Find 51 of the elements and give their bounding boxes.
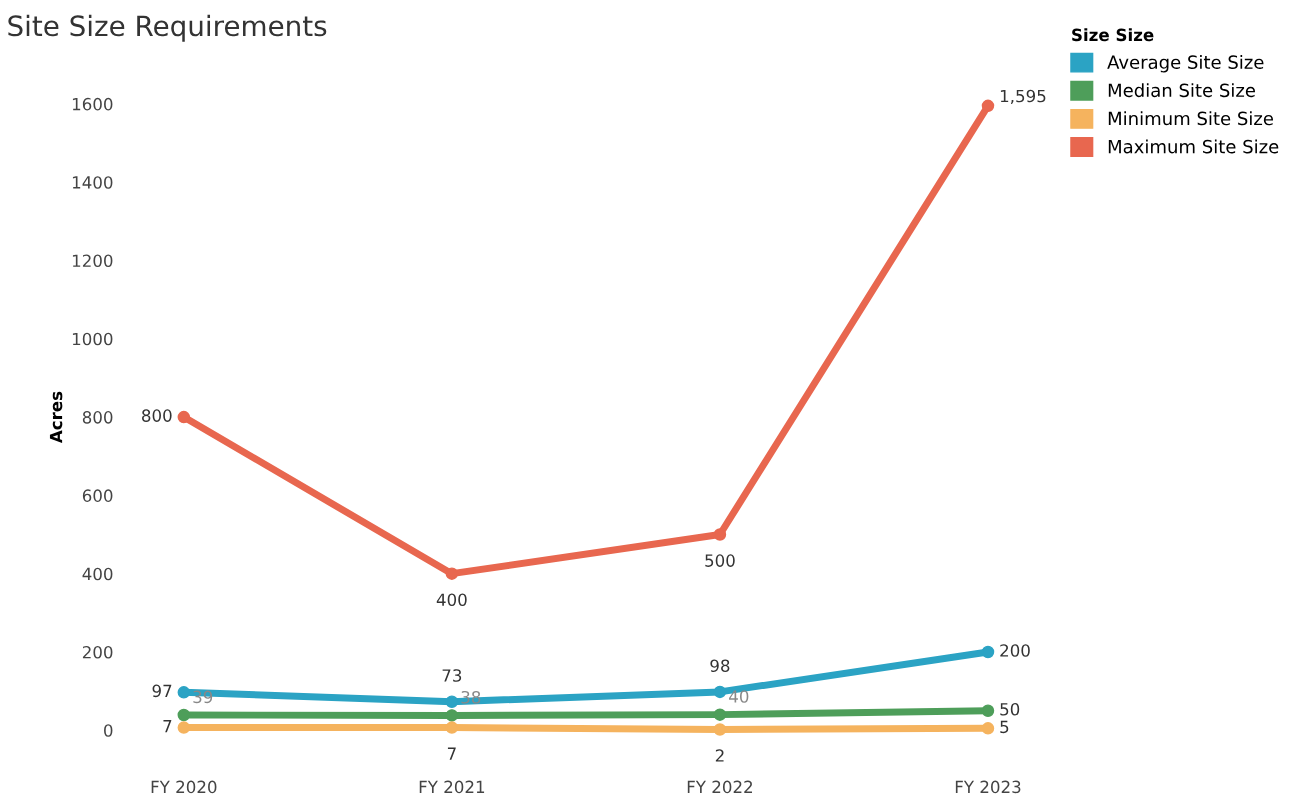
y-tick-label: 800 <box>82 411 113 424</box>
point <box>981 704 995 717</box>
y-tick-label: 1200 <box>72 254 113 268</box>
data-label: 800 <box>142 409 172 422</box>
point <box>177 721 191 734</box>
data-label: 73 <box>442 669 462 682</box>
data-label: 97 <box>152 684 172 698</box>
point <box>445 721 459 734</box>
data-label: 400 <box>436 593 467 607</box>
y-tick-label: 1400 <box>72 176 113 189</box>
point <box>177 708 191 722</box>
legend-title: Size Size <box>1072 28 1154 42</box>
data-label: 5 <box>1000 720 1009 734</box>
point <box>981 645 995 659</box>
x-tick-label: FY 2020 <box>151 780 217 794</box>
point <box>177 410 191 424</box>
y-tick-label: 1000 <box>72 332 113 346</box>
point <box>713 723 727 736</box>
data-label: 7 <box>163 719 172 733</box>
y-tick-label: 0 <box>104 724 113 737</box>
x-tick-label: FY 2023 <box>955 780 1021 794</box>
data-label: 50 <box>1000 702 1020 716</box>
data-label: 1,595 <box>1000 89 1046 105</box>
y-tick-label: 200 <box>82 645 113 659</box>
point <box>445 567 459 580</box>
x-tick-label: FY 2021 <box>419 780 485 794</box>
point <box>713 528 727 541</box>
data-label: 38 <box>461 690 481 704</box>
point <box>713 708 727 721</box>
y-tick-label: 400 <box>82 567 113 581</box>
data-label: 40 <box>729 690 749 703</box>
y-axis-title: Acres <box>49 391 63 444</box>
legend-label: Maximum Site Size <box>1108 139 1279 154</box>
data-label: 7 <box>447 747 456 760</box>
point <box>981 722 995 735</box>
data-label: 500 <box>705 554 735 567</box>
point <box>445 695 459 708</box>
y-tick-label: 1600 <box>72 97 113 111</box>
point <box>713 685 727 699</box>
legend-label: Minimum Site Size <box>1108 111 1273 126</box>
point <box>445 709 459 722</box>
data-label: 2 <box>715 749 724 762</box>
data-label: 200 <box>1000 644 1030 657</box>
point <box>981 99 995 113</box>
x-tick-label: FY 2022 <box>687 780 752 794</box>
chart-title: Site Size Requirements <box>8 14 327 42</box>
data-label: 98 <box>710 659 730 673</box>
point <box>177 686 191 699</box>
y-tick-label: 600 <box>82 489 113 502</box>
legend-label: Median Site Size <box>1108 83 1255 98</box>
legend-label: Average Site Size <box>1107 55 1264 73</box>
